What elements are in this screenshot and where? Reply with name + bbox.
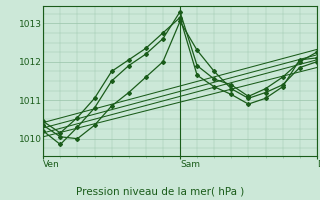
Text: Pression niveau de la mer( hPa ): Pression niveau de la mer( hPa ) bbox=[76, 186, 244, 196]
